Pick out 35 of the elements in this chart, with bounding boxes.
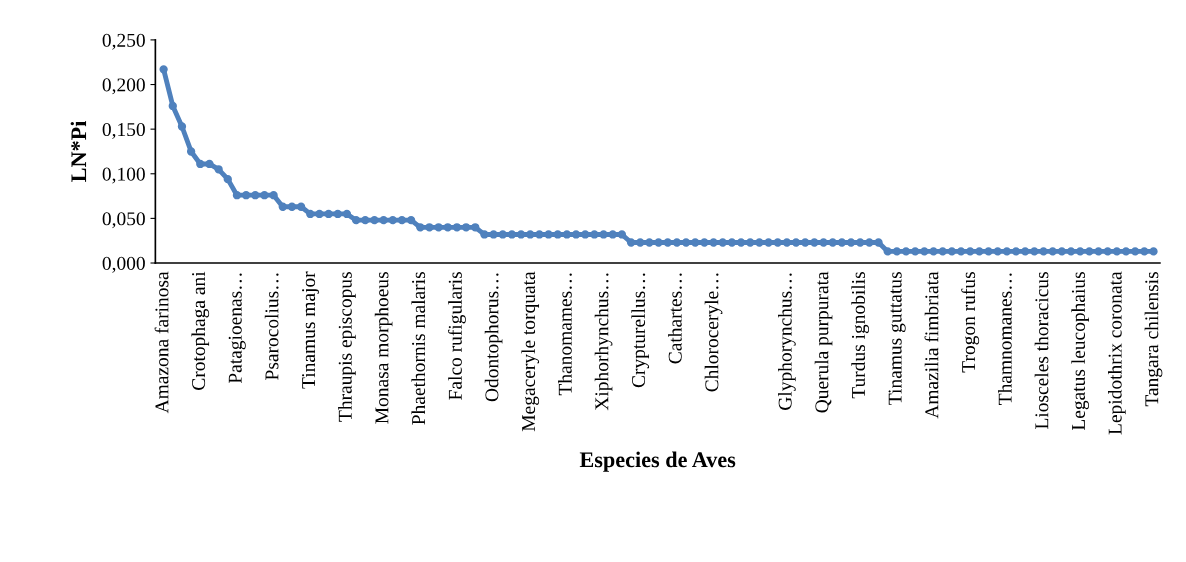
x-tick-label: Querula purpurata <box>814 271 833 413</box>
x-tick-label: Legatus leucophaius <box>1071 272 1090 431</box>
y-tick-label: 0,150 <box>102 122 145 139</box>
x-tick-label: Amazilia fimbriata <box>924 271 939 419</box>
x-tick-label: Tangara chilensis <box>1144 272 1163 407</box>
x-tick-label: Lepidothrix coronata <box>1108 271 1126 435</box>
x-tick-label: Phaethornis malaris <box>411 272 426 425</box>
x-tick-label: Falco rufigularis <box>447 272 466 400</box>
x-tick-label: Tinamus guttatus <box>888 272 906 405</box>
x-tick-label: Cathartes… <box>668 273 682 364</box>
x-tick-label: Crotophaga ani <box>191 271 210 390</box>
x-tick-label: Psarocolius… <box>264 273 279 380</box>
y-tick-label: 0,200 <box>102 78 145 95</box>
x-tick-label: Thraupis episcopus <box>338 272 356 422</box>
y-axis-title: LN*Pi <box>70 120 87 182</box>
x-tick-label: Tinamus major <box>302 271 320 389</box>
x-tick-label: Turdus ignobilis <box>851 272 870 399</box>
y-tick-label: 0,050 <box>102 212 145 229</box>
x-tick-label: Chloroceryle… <box>704 273 723 392</box>
x-tick-label: Liosceles thoracicus <box>1034 272 1049 429</box>
x-tick-label: Monasa morphoeus <box>374 272 393 424</box>
x-tick-label: Glyphorynchus… <box>778 273 796 410</box>
x-tick-label: Megaceryle torquata <box>521 271 540 432</box>
y-tick-label: 0,100 <box>102 167 145 184</box>
x-axis-title: Especies de Aves <box>579 451 736 472</box>
y-tick-label: 0,000 <box>102 256 145 273</box>
x-tick-label: Amazona farinosa <box>154 271 169 414</box>
x-tick-label: Odontophorus… <box>484 273 503 402</box>
x-tick-label: Patagioenas… <box>228 273 246 384</box>
x-tick-label: Crypturellus… <box>631 273 650 388</box>
x-tick-label: Thamnomanes… <box>998 273 1012 405</box>
x-tick-label: Thanomames… <box>558 273 572 396</box>
x-tick-label: Xiphorhynchus… <box>594 273 613 411</box>
y-tick-label: 0,250 <box>102 33 145 50</box>
x-tick-label: Trogon rufus <box>961 272 980 373</box>
